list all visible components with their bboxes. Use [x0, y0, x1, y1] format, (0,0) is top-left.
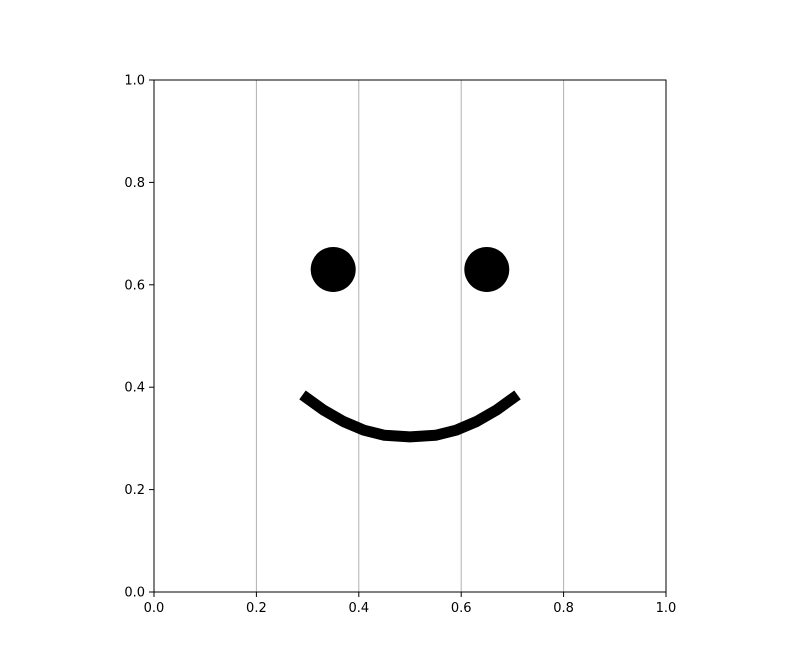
plot-frame — [153, 79, 667, 593]
y-tick-label-0: 0.0 — [124, 586, 145, 601]
y-tick-label-1: 0.2 — [124, 483, 145, 498]
y-tick-label-4: 0.8 — [124, 176, 145, 191]
marks-layer — [299, 246, 521, 443]
x-tick-label-0: 0.0 — [144, 601, 165, 616]
x-tick-label-2: 0.4 — [348, 601, 369, 616]
x-tick-label-1: 0.2 — [246, 601, 267, 616]
eye-point-0 — [310, 246, 356, 292]
x-tick-label-4: 0.8 — [553, 601, 574, 616]
y-tick-label-3: 0.6 — [124, 278, 145, 293]
y-tick-label-2: 0.4 — [124, 381, 145, 396]
ticks-layer: 0.0 0.2 0.4 0.6 0.8 1.0 0.0 0.2 0.4 0.6 0.8 1.0 — [124, 74, 676, 617]
grid-layer — [255, 80, 565, 592]
y-tick-label-5: 1.0 — [124, 74, 145, 89]
smile-curve — [299, 390, 521, 443]
x-tick-label-5: 1.0 — [656, 601, 677, 616]
eye-point-1 — [464, 246, 510, 292]
x-tick-label-3: 0.6 — [451, 601, 472, 616]
